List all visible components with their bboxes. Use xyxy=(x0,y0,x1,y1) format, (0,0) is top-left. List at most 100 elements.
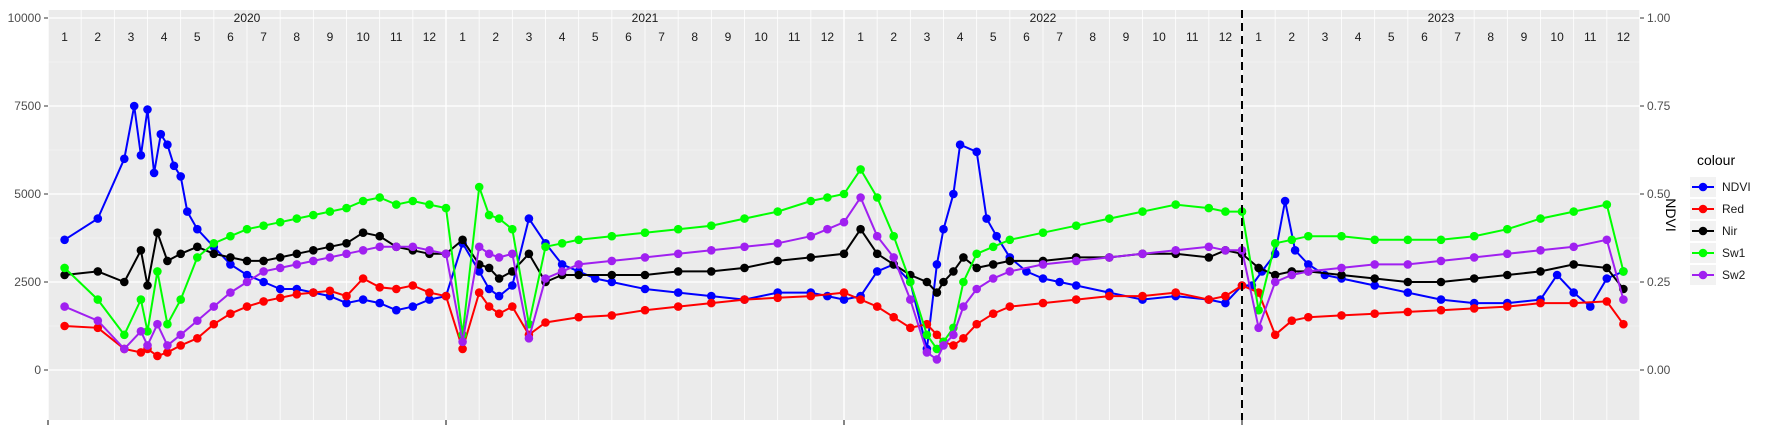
data-point-sw1 xyxy=(1221,207,1230,216)
data-point-red xyxy=(1304,312,1313,322)
right-tick-label: 0.50 xyxy=(1647,187,1671,201)
data-point-nir xyxy=(325,242,335,252)
data-point-sw2 xyxy=(176,330,185,340)
data-point-sw2 xyxy=(839,217,849,227)
legend-key-marker xyxy=(1698,226,1708,236)
data-point-red xyxy=(342,291,351,301)
data-point-nir xyxy=(309,246,318,255)
month-label: 12 xyxy=(423,30,437,44)
month-label: 2 xyxy=(492,30,499,44)
data-point-red xyxy=(988,309,998,319)
data-point-sw2 xyxy=(640,253,650,262)
data-point-sw2 xyxy=(193,316,202,326)
data-point-nir xyxy=(1204,253,1214,262)
data-point-ndvi xyxy=(494,291,504,301)
data-point-sw2 xyxy=(932,355,942,364)
data-point-ndvi xyxy=(839,295,849,304)
data-point-sw2 xyxy=(673,249,683,259)
data-point-sw2 xyxy=(494,253,504,262)
data-point-sw1 xyxy=(275,217,285,227)
data-point-red xyxy=(872,302,882,311)
legend-key-marker xyxy=(1698,270,1708,280)
data-point-nir xyxy=(939,277,948,287)
data-point-sw2 xyxy=(1287,270,1297,280)
month-label: 4 xyxy=(161,30,168,44)
data-point-sw1 xyxy=(484,210,494,220)
month-label: 2 xyxy=(1288,30,1295,44)
data-point-nir xyxy=(972,263,981,273)
month-label: 6 xyxy=(1023,30,1030,44)
data-point-nir xyxy=(1569,260,1578,269)
data-point-sw2 xyxy=(60,302,69,311)
data-point-sw1 xyxy=(806,196,816,206)
data-point-red xyxy=(972,319,981,329)
data-point-red xyxy=(541,318,550,327)
data-point-sw1 xyxy=(1105,214,1114,223)
data-point-nir xyxy=(259,256,268,266)
data-point-ndvi xyxy=(557,260,567,269)
data-point-red xyxy=(839,288,849,297)
data-point-sw2 xyxy=(259,267,268,276)
data-point-nir xyxy=(922,277,932,287)
data-point-sw1 xyxy=(1569,207,1578,216)
data-point-ndvi xyxy=(640,284,650,294)
data-point-nir xyxy=(1503,270,1512,280)
month-label: 6 xyxy=(625,30,632,44)
month-label: 4 xyxy=(559,30,566,44)
data-point-ndvi xyxy=(524,214,534,223)
data-point-nir xyxy=(959,253,968,262)
left-tick-label: 0 xyxy=(34,363,41,377)
data-point-sw2 xyxy=(959,302,968,311)
data-point-red xyxy=(959,334,968,343)
data-point-sw1 xyxy=(1071,221,1081,230)
data-point-sw1 xyxy=(1038,228,1048,237)
data-point-sw1 xyxy=(640,228,650,237)
data-point-red xyxy=(425,288,434,297)
data-point-nir xyxy=(1469,274,1479,283)
data-point-sw2 xyxy=(1337,263,1346,273)
data-point-red xyxy=(1038,298,1048,308)
data-point-ndvi xyxy=(1280,196,1290,206)
data-point-sw1 xyxy=(259,221,268,230)
data-point-nir xyxy=(60,270,69,280)
data-point-red xyxy=(1602,297,1612,306)
data-point-ndvi xyxy=(1552,270,1562,280)
data-point-red xyxy=(1204,295,1214,304)
data-point-red xyxy=(226,309,235,319)
year-label: 2022 xyxy=(1030,11,1057,25)
data-point-red xyxy=(906,323,915,333)
data-point-sw1 xyxy=(1138,207,1147,216)
data-point-sw1 xyxy=(607,231,617,241)
data-point-sw2 xyxy=(524,334,534,343)
data-point-red xyxy=(607,311,617,320)
data-point-sw2 xyxy=(1569,242,1578,252)
data-point-red xyxy=(1503,302,1512,311)
data-point-red xyxy=(392,284,401,294)
data-point-sw2 xyxy=(136,327,146,336)
month-label: 9 xyxy=(725,30,732,44)
data-point-sw1 xyxy=(1304,231,1313,241)
data-point-nir xyxy=(839,249,849,259)
data-point-red xyxy=(1337,311,1346,320)
data-point-sw2 xyxy=(342,249,351,259)
data-point-nir xyxy=(176,249,185,259)
data-point-sw2 xyxy=(1254,323,1263,333)
data-point-sw2 xyxy=(773,239,782,248)
data-point-red xyxy=(408,281,418,290)
data-point-red xyxy=(1436,305,1446,315)
data-point-ndvi xyxy=(136,151,146,160)
data-point-sw1 xyxy=(1403,235,1413,245)
series-line-sw1 xyxy=(63,167,1625,351)
data-point-sw2 xyxy=(1436,256,1446,266)
data-point-sw2 xyxy=(972,284,981,294)
data-point-nir xyxy=(1370,274,1379,283)
data-point-red xyxy=(176,341,185,350)
data-point-red xyxy=(1105,291,1114,301)
data-point-sw2 xyxy=(1171,246,1180,255)
data-point-ndvi xyxy=(992,231,1001,241)
data-point-nir xyxy=(1270,270,1280,280)
data-point-nir xyxy=(494,274,504,283)
data-point-red xyxy=(1138,291,1147,301)
data-point-sw2 xyxy=(1138,249,1147,259)
data-point-sw2 xyxy=(441,249,451,259)
